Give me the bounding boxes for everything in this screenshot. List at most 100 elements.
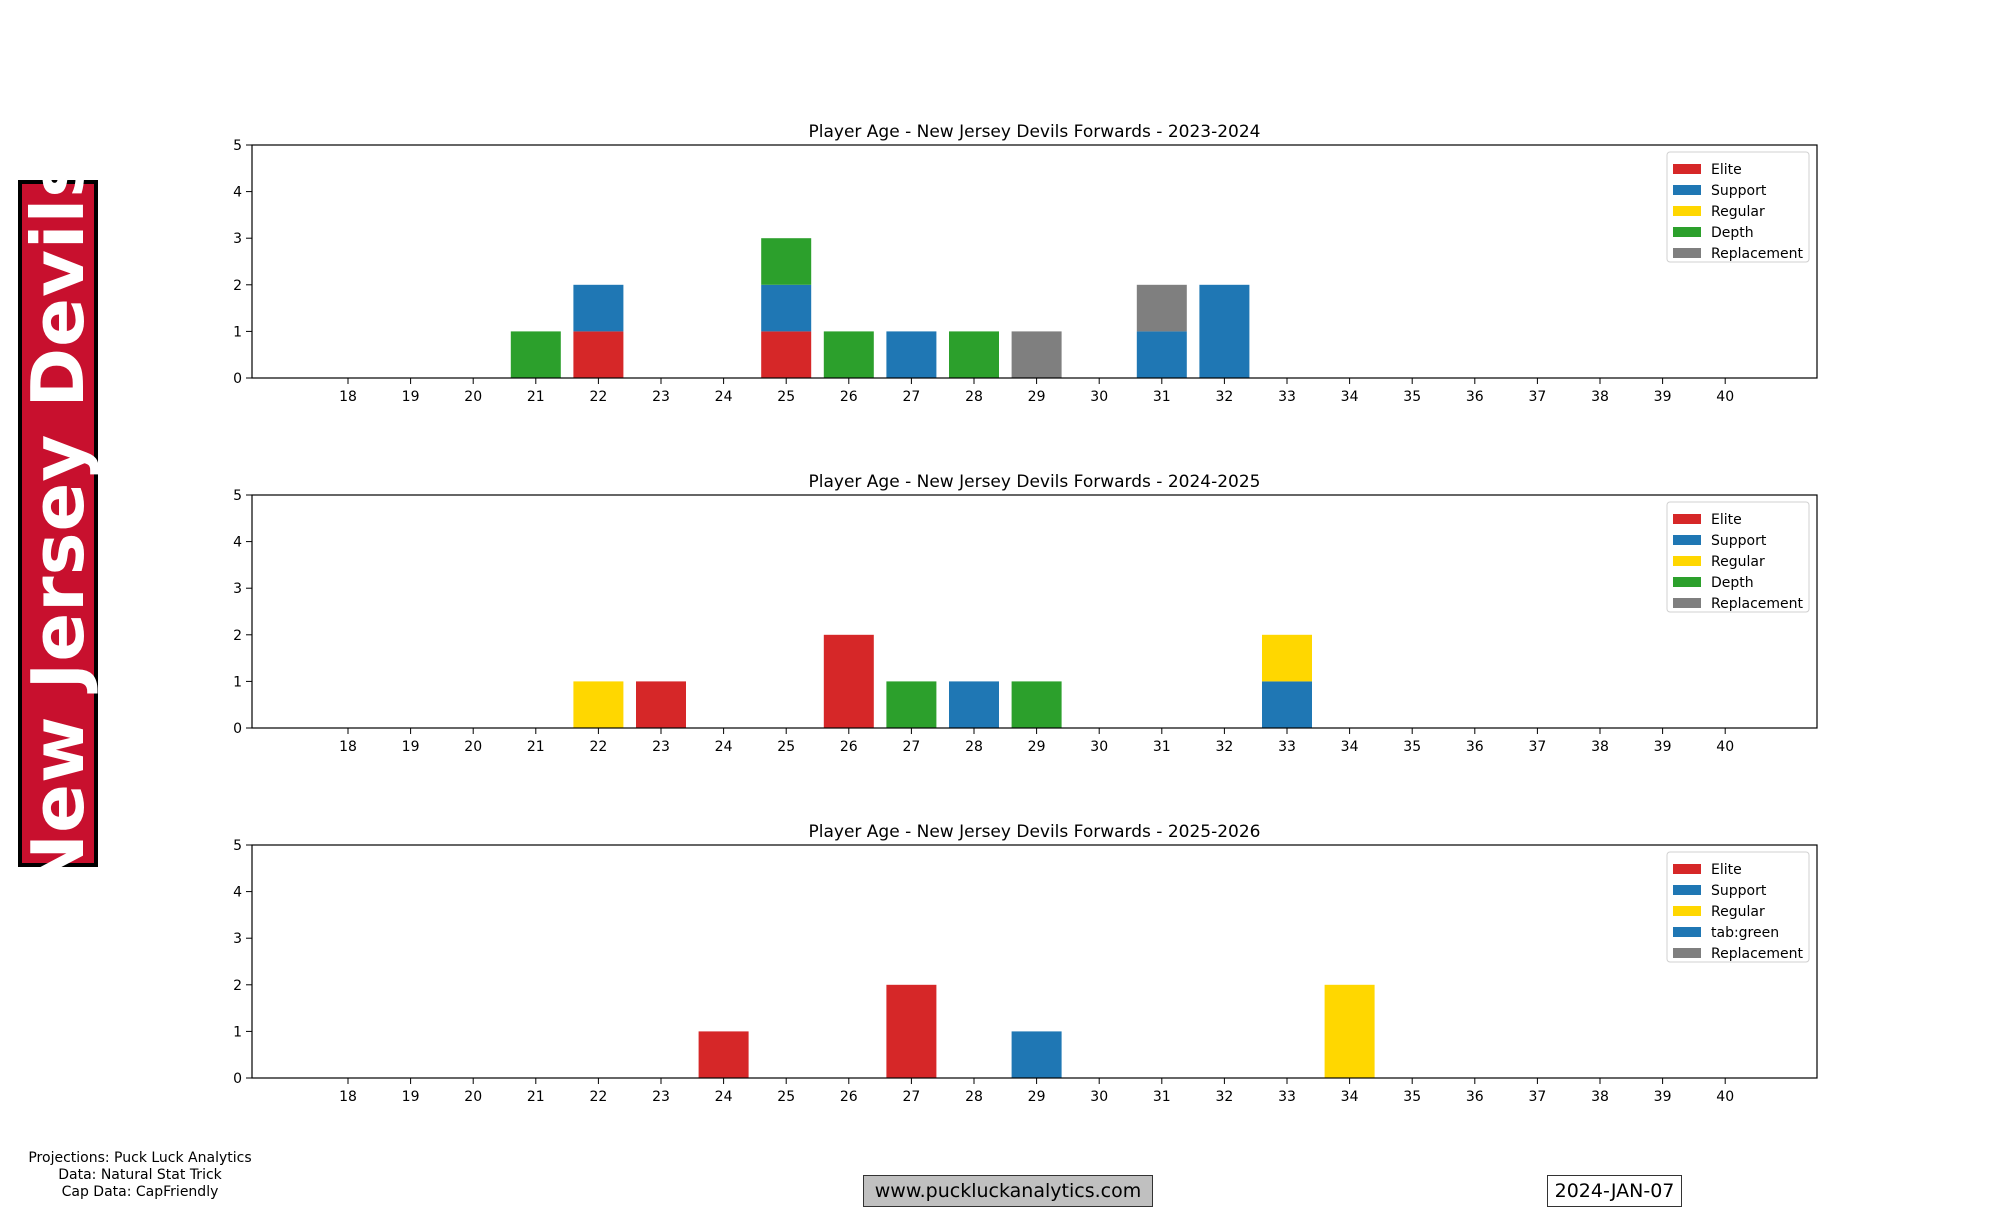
- y-tick-label: 5: [233, 488, 242, 504]
- bar-elite-age-24: [698, 1031, 749, 1078]
- y-tick-label: 4: [233, 885, 242, 901]
- legend: Elite Support Regular tab:green Replacement: [1666, 851, 1810, 963]
- x-tick-label: 36: [1466, 739, 1484, 755]
- x-tick-label: 34: [1341, 389, 1359, 405]
- x-tick-label: 39: [1654, 1089, 1672, 1105]
- legend-swatch: [1673, 514, 1701, 524]
- legend-entry: Depth: [1711, 575, 1754, 591]
- chart-title: Player Age - New Jersey Devils Forwards …: [809, 122, 1261, 142]
- team-banner: New Jersey Devils: [16, 153, 100, 893]
- x-tick-label: 24: [715, 389, 733, 405]
- x-tick-label: 23: [652, 389, 670, 405]
- x-tick-label: 32: [1215, 739, 1233, 755]
- x-tick-label: 29: [1028, 389, 1046, 405]
- x-tick-label: 39: [1654, 739, 1672, 755]
- x-tick-label: 27: [902, 1089, 920, 1105]
- bar-regular-age-33: [1262, 634, 1312, 682]
- x-tick-label: 38: [1591, 389, 1609, 405]
- legend-entry: Replacement: [1711, 246, 1804, 262]
- bar-depth-age-26: [823, 331, 874, 378]
- x-tick-label: 32: [1215, 1089, 1233, 1105]
- y-tick-label: 0: [233, 1071, 242, 1087]
- x-tick-label: 27: [902, 739, 920, 755]
- legend-swatch: [1673, 164, 1701, 174]
- legend-entry: Elite: [1711, 162, 1742, 178]
- legend: Elite Support Regular Depth Replacement: [1666, 151, 1810, 263]
- plot-frame: [251, 144, 1818, 379]
- legend-entry: Depth: [1711, 225, 1754, 241]
- plot-frame: [251, 494, 1818, 729]
- x-tick-label: 35: [1403, 389, 1421, 405]
- y-tick-label: 5: [233, 838, 242, 854]
- x-tick-label: 20: [464, 389, 482, 405]
- legend-entry: Replacement: [1711, 596, 1804, 612]
- x-tick-label: 25: [777, 1089, 795, 1105]
- y-tick-label: 4: [233, 535, 242, 551]
- bar-elite-age-27: [886, 984, 937, 1078]
- x-tick-label: 31: [1153, 739, 1171, 755]
- bar-depth-age-29: [1011, 681, 1062, 728]
- credit-data: Data: Natural Stat Trick: [58, 1167, 222, 1183]
- y-tick-label: 2: [233, 278, 242, 294]
- bar-support-age-22: [573, 284, 624, 332]
- x-tick-label: 30: [1090, 389, 1108, 405]
- legend-swatch: [1673, 556, 1701, 566]
- bar-replacement-age-29: [1011, 331, 1062, 378]
- x-tick-label: 33: [1278, 389, 1296, 405]
- y-tick-label: 4: [233, 185, 242, 201]
- x-tick-label: 30: [1090, 739, 1108, 755]
- bar-depth-age-27: [886, 681, 937, 728]
- y-tick-label: 2: [233, 628, 242, 644]
- legend-swatch: [1673, 185, 1701, 195]
- x-tick-label: 20: [464, 739, 482, 755]
- y-tick-label: 0: [233, 721, 242, 737]
- x-tick-label: 40: [1716, 739, 1734, 755]
- y-tick-label: 1: [233, 674, 242, 690]
- x-tick-label: 28: [965, 739, 983, 755]
- y-tick-label: 2: [233, 978, 242, 994]
- bar-support-age-32: [1199, 284, 1250, 378]
- y-tick-label: 3: [233, 581, 242, 597]
- y-tick-label: 3: [233, 931, 242, 947]
- x-tick-label: 21: [527, 389, 545, 405]
- legend-entry: Elite: [1711, 512, 1742, 528]
- legend-swatch: [1673, 906, 1701, 916]
- chart-3: Player Age - New Jersey Devils Forwards …: [233, 822, 1818, 1105]
- x-tick-label: 22: [589, 389, 607, 405]
- x-tick-label: 26: [840, 389, 858, 405]
- credit-cap: Cap Data: CapFriendly: [61, 1184, 219, 1200]
- x-tick-label: 24: [715, 739, 733, 755]
- legend-swatch: [1673, 577, 1701, 587]
- x-tick-label: 28: [965, 389, 983, 405]
- legend-entry: Regular: [1711, 904, 1765, 920]
- x-tick-label: 40: [1716, 1089, 1734, 1105]
- legend-entry: tab:green: [1711, 925, 1779, 941]
- bar-support-age-27: [886, 331, 937, 378]
- bar-tab-green-age-29: [1011, 1031, 1062, 1078]
- bar-support-age-33: [1262, 681, 1312, 728]
- x-tick-label: 31: [1153, 389, 1171, 405]
- x-tick-label: 18: [339, 1089, 357, 1105]
- legend-swatch: [1673, 598, 1701, 608]
- legend-swatch: [1673, 248, 1701, 258]
- y-tick-label: 0: [233, 371, 242, 387]
- legend-entry: Support: [1711, 883, 1767, 899]
- website-label: www.puckluckanalytics.com: [863, 1175, 1153, 1207]
- bar-support-age-25: [761, 284, 812, 332]
- bar-depth-age-21: [510, 331, 561, 378]
- bar-replacement-age-31: [1136, 284, 1187, 332]
- x-tick-label: 32: [1215, 389, 1233, 405]
- x-tick-label: 19: [402, 389, 420, 405]
- legend: Elite Support Regular Depth Replacement: [1666, 501, 1810, 613]
- x-tick-label: 18: [339, 389, 357, 405]
- legend-swatch: [1673, 535, 1701, 545]
- legend-swatch: [1673, 227, 1701, 237]
- bar-elite-age-25: [761, 331, 812, 378]
- x-tick-label: 29: [1028, 739, 1046, 755]
- x-tick-label: 35: [1403, 1089, 1421, 1105]
- x-tick-label: 19: [402, 739, 420, 755]
- credit-projections: Projections: Puck Luck Analytics: [28, 1150, 252, 1166]
- x-tick-label: 21: [527, 739, 545, 755]
- legend-entry: Elite: [1711, 862, 1742, 878]
- y-tick-label: 1: [233, 324, 242, 340]
